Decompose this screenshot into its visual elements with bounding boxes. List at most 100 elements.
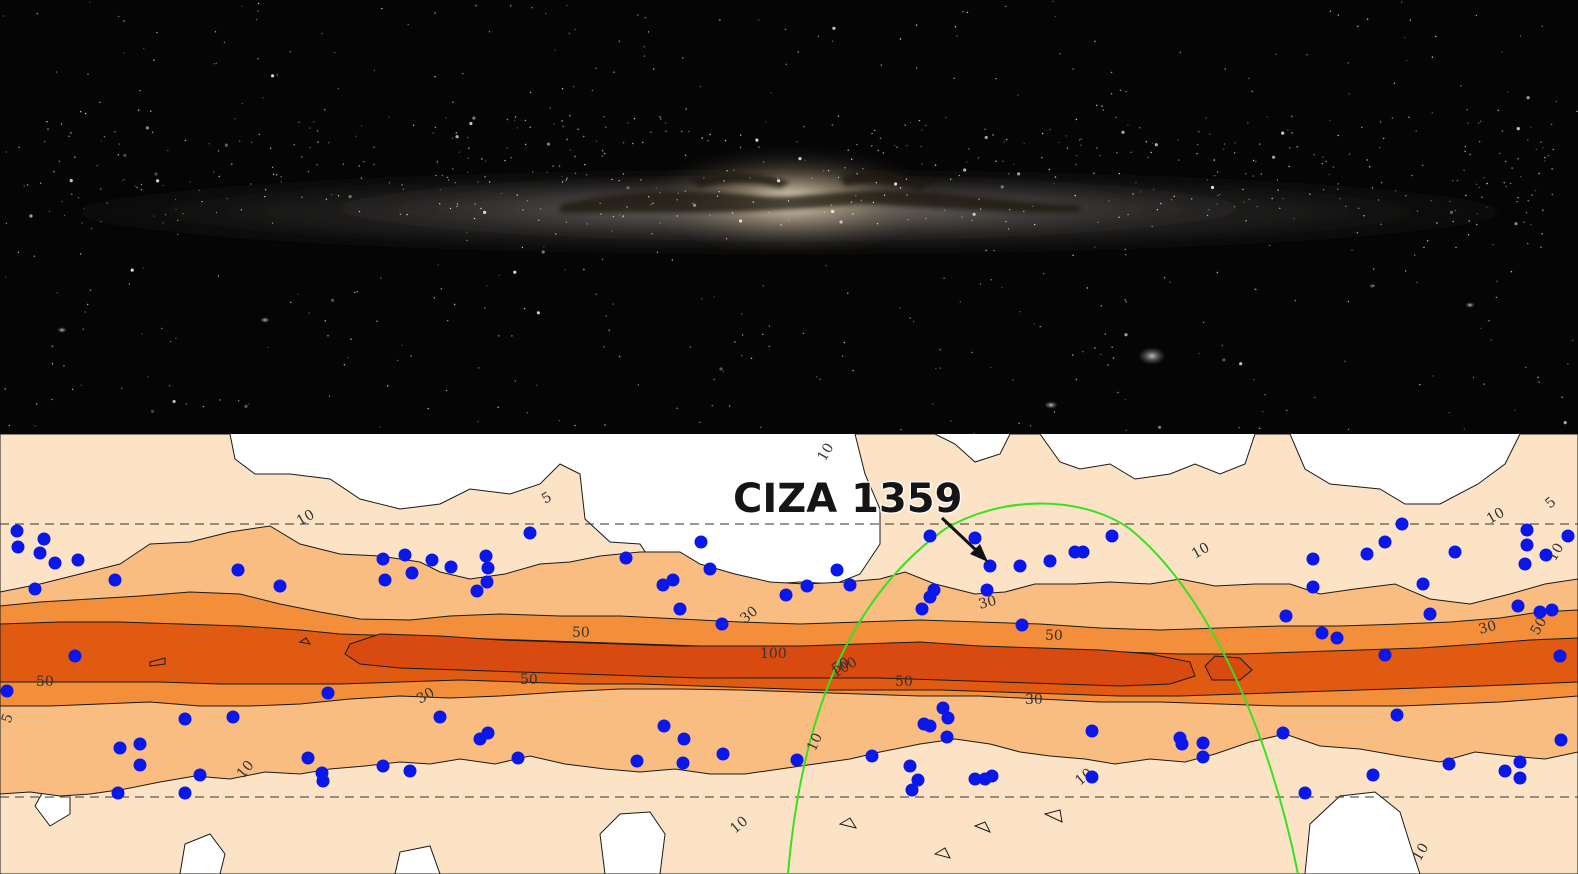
star [552,165,554,167]
star [837,176,840,179]
star [1530,224,1532,226]
star [777,179,781,183]
star [1373,268,1375,270]
cluster-point [470,584,484,598]
star [1325,160,1327,163]
star [231,163,233,165]
star [656,251,659,254]
star [724,140,727,142]
star [1097,221,1099,224]
contour-region-below-10 [179,833,226,874]
star [1416,210,1419,212]
star [401,184,403,186]
cluster-point [378,573,392,587]
star [1448,412,1451,414]
star [77,197,80,199]
star [909,317,911,319]
star [142,267,145,269]
star [971,351,973,354]
star [1145,141,1148,143]
cluster-point [1013,559,1027,573]
star [665,122,667,124]
star [162,222,164,224]
star [875,182,877,184]
star [1314,396,1316,399]
star [103,136,106,138]
star [701,137,703,139]
star [1378,147,1381,149]
star [798,157,802,161]
star [328,395,331,397]
star [827,169,830,172]
star [526,412,528,414]
star [1576,110,1578,113]
star [1206,214,1209,217]
star [316,164,318,166]
star [1466,109,1468,111]
star [538,219,540,221]
star [432,132,434,134]
star [434,12,436,14]
star [1277,189,1279,191]
star [1505,160,1507,163]
cluster-point [376,759,390,773]
star [1121,130,1125,134]
star [1454,209,1457,212]
cluster-point [231,563,245,577]
star [1544,157,1546,159]
star [963,168,967,172]
small-magellanic-cloud [1044,401,1058,409]
star [223,41,226,44]
star [145,126,149,130]
star [558,419,561,422]
star [307,170,310,173]
star [1490,339,1493,341]
star [689,346,692,348]
cluster-point [985,769,999,783]
star [150,409,155,413]
star [1208,209,1210,211]
star [1099,154,1101,157]
callout-arrow [940,516,988,562]
star [909,121,911,124]
star [510,157,512,159]
star [1291,132,1293,134]
star [1012,163,1015,166]
star [140,189,142,191]
star [1526,96,1530,100]
star [659,192,661,194]
star [363,160,365,163]
star [1501,51,1503,53]
cluster-point [843,578,857,592]
star [1080,144,1082,146]
star [569,149,572,151]
star [435,174,437,177]
star [644,16,646,19]
star [264,195,266,198]
star [750,357,753,359]
star [1135,181,1137,184]
star [925,124,927,127]
star [733,169,735,171]
star [217,275,220,277]
star [1405,195,1407,197]
star [945,116,947,119]
star [53,171,55,173]
star [1222,358,1226,362]
star [1006,138,1008,141]
star [939,367,941,369]
star [1415,130,1417,132]
star [978,198,980,200]
star [226,197,228,200]
star [1078,139,1081,141]
star [558,165,561,167]
star [8,424,10,427]
star [1492,243,1494,246]
star [506,147,508,149]
star [1416,281,1418,284]
star [904,124,906,126]
star [82,328,85,330]
cluster-point [1520,538,1534,552]
star [1435,35,1437,38]
star [1488,320,1490,322]
